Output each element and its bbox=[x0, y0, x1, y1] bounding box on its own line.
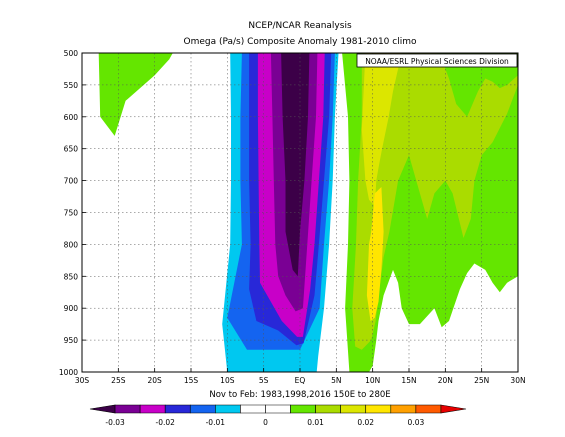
x-tick-label-5S: 5S bbox=[259, 376, 269, 385]
colorbar-swatch-7 bbox=[240, 404, 266, 414]
x-tick-label-30N: 30N bbox=[510, 376, 525, 385]
x-axis-label: Nov to Feb: 1983,1998,2016 150E to 280E bbox=[209, 390, 390, 400]
y-tick-label-600: 600 bbox=[64, 113, 79, 122]
colorbar-swatch-9 bbox=[290, 404, 316, 414]
colorbar-label-0.03: 0.03 bbox=[408, 418, 425, 427]
colorbar-swatch-14 bbox=[415, 404, 442, 414]
x-tick-label-15N: 15N bbox=[401, 376, 416, 385]
contour-region-12 bbox=[436, 53, 518, 117]
grid-lines bbox=[82, 53, 518, 372]
colorbar-swatch-10 bbox=[315, 404, 341, 414]
colorbar-swatch-11 bbox=[340, 404, 367, 414]
x-tick-label-10N: 10N bbox=[365, 376, 380, 385]
y-tick-label-550: 550 bbox=[64, 81, 79, 90]
y-tick-label-750: 750 bbox=[64, 209, 79, 218]
y-tick-label-850: 850 bbox=[64, 272, 79, 281]
y-tick-label-800: 800 bbox=[64, 240, 79, 249]
x-tick-label-20N: 20N bbox=[438, 376, 453, 385]
plot-area: 30S 25S 20S 15S 10S 5S EQ 5N 10N 15N 20N 25N 30N 500 5… bbox=[59, 49, 526, 385]
y-tick-label-500: 500 bbox=[64, 49, 79, 58]
x-tick-label-EQ: EQ bbox=[295, 376, 306, 385]
axis-ticks: 30S 25S 20S 15S 10S 5S EQ 5N 10N 15N 20N 25N 30N 500 5… bbox=[59, 49, 526, 385]
contour-region-10 bbox=[361, 53, 402, 207]
colorbar-swatch-5 bbox=[189, 404, 216, 414]
x-tick-label-25S: 25S bbox=[111, 376, 126, 385]
y-tick-label-950: 950 bbox=[64, 336, 79, 345]
colorbar-swatch-1 bbox=[89, 404, 116, 414]
colorbar-label-0.02: 0.02 bbox=[357, 418, 374, 427]
colorbar-label--0.02: -0.02 bbox=[155, 418, 175, 427]
colorbar-label--0.01: -0.01 bbox=[206, 418, 226, 427]
x-tick-label-30S: 30S bbox=[75, 376, 90, 385]
colorbar-swatch-2 bbox=[114, 404, 141, 414]
colorbar-swatch-6 bbox=[215, 404, 241, 414]
x-tick-label-15S: 15S bbox=[184, 376, 199, 385]
attribution-box: NOAA/ESRL Physical Sciences Division bbox=[356, 53, 518, 68]
y-tick-label-900: 900 bbox=[64, 304, 79, 313]
colorbar-swatch-13 bbox=[390, 404, 417, 414]
colorbar-label-0.01: 0.01 bbox=[307, 418, 324, 427]
y-tick-label-700: 700 bbox=[64, 177, 79, 186]
contour-region-6 bbox=[281, 53, 310, 277]
colorbar-swatch-15 bbox=[440, 404, 467, 414]
x-tick-label-5N: 5N bbox=[331, 376, 341, 385]
colorbar-label-0: 0 bbox=[263, 418, 268, 427]
y-tick-label-1000: 1000 bbox=[59, 368, 78, 377]
colorbar-swatch-12 bbox=[365, 404, 392, 414]
y-tick-label-650: 650 bbox=[64, 145, 79, 154]
x-tick-label-10S: 10S bbox=[220, 376, 235, 385]
contour-region-9 bbox=[352, 53, 518, 350]
colorbar-swatch-8 bbox=[265, 404, 291, 414]
x-tick-label-20S: 20S bbox=[148, 376, 163, 385]
chart-subtitle: Omega (Pa/s) Composite Anomaly 1981-2010… bbox=[184, 37, 417, 47]
colorbar-swatch-4 bbox=[164, 404, 191, 414]
contour-region-7 bbox=[98, 53, 173, 136]
colorbar: -0.03 -0.02 -0.01 0 0.01 0.02 0.03 bbox=[89, 404, 467, 427]
contour-region-11 bbox=[366, 187, 384, 321]
attribution-text: NOAA/ESRL Physical Sciences Division bbox=[365, 57, 509, 66]
x-tick-label-25N: 25N bbox=[474, 376, 489, 385]
colorbar-swatch-3 bbox=[139, 404, 166, 414]
colorbar-label--0.03: -0.03 bbox=[105, 418, 125, 427]
chart-title: NCEP/NCAR Reanalysis bbox=[248, 21, 352, 31]
